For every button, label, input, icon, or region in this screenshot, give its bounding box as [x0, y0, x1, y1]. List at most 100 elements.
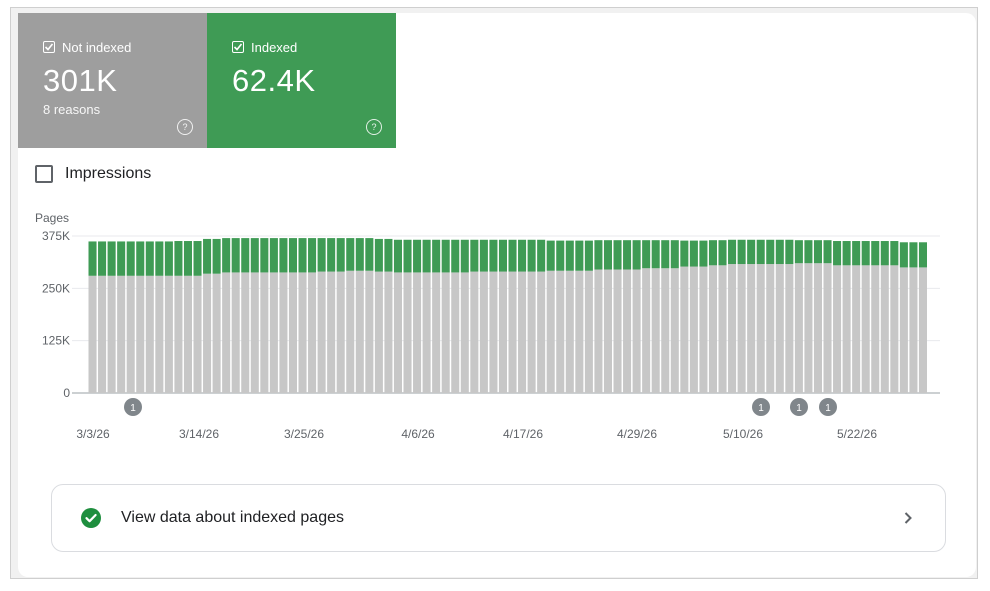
bar-not-indexed — [441, 272, 450, 393]
bar-not-indexed — [537, 271, 546, 393]
bar-not-indexed — [498, 271, 507, 393]
bar-indexed — [164, 241, 173, 276]
bar-indexed — [136, 241, 145, 276]
bar-not-indexed — [212, 273, 221, 393]
bar-not-indexed — [460, 272, 469, 393]
bar-indexed — [880, 241, 889, 266]
bar-indexed — [203, 238, 212, 274]
x-tick-label: 5/22/26 — [837, 427, 877, 441]
checkbox-unchecked-icon[interactable] — [35, 165, 53, 183]
y-tick-label: 0 — [63, 386, 70, 400]
bar-indexed — [842, 241, 851, 266]
bar-not-indexed — [775, 264, 784, 393]
bar-indexed — [785, 239, 794, 265]
bar-indexed — [728, 239, 737, 265]
bar-not-indexed — [651, 268, 660, 393]
bar-indexed — [766, 239, 775, 265]
bar-indexed — [603, 240, 612, 270]
bar-indexed — [537, 239, 546, 272]
bar-indexed — [241, 238, 250, 273]
bar-indexed — [518, 239, 527, 272]
annotation-marker — [819, 398, 837, 416]
bar-not-indexed — [393, 272, 402, 393]
indexed-tile[interactable]: Indexed 62.4K ? — [207, 13, 396, 148]
bar-not-indexed — [880, 265, 889, 393]
bar-not-indexed — [670, 268, 679, 393]
bar-indexed — [155, 241, 164, 276]
view-indexed-pages-label: View data about indexed pages — [121, 509, 344, 526]
bar-indexed — [756, 239, 765, 265]
bar-indexed — [775, 239, 784, 265]
bar-indexed — [174, 241, 183, 276]
bar-not-indexed — [365, 270, 374, 393]
help-circle-icon[interactable]: ? — [177, 119, 193, 135]
bar-not-indexed — [107, 275, 116, 393]
not-indexed-tile[interactable]: Not indexed 301K 8 reasons ? — [18, 13, 207, 148]
bar-indexed — [651, 240, 660, 269]
bar-indexed — [852, 241, 861, 266]
bar-not-indexed — [231, 272, 240, 393]
bar-not-indexed — [88, 275, 97, 393]
y-tick-label: 375K — [42, 229, 70, 243]
bar-not-indexed — [766, 264, 775, 393]
bar-not-indexed — [126, 275, 135, 393]
bar-not-indexed — [642, 268, 651, 393]
bar-not-indexed — [98, 275, 107, 393]
bar-not-indexed — [699, 266, 708, 393]
bar-indexed — [670, 240, 679, 269]
impressions-toggle[interactable]: Impressions — [35, 165, 151, 183]
not-indexed-reasons: 8 reasons — [43, 102, 101, 117]
bar-not-indexed — [136, 275, 145, 393]
bar-not-indexed — [241, 272, 250, 393]
x-tick-label: 3/14/26 — [179, 427, 219, 441]
view-indexed-pages-link[interactable]: View data about indexed pages — [51, 484, 946, 552]
bar-indexed — [527, 239, 536, 272]
annotation-marker — [752, 398, 770, 416]
bar-indexed — [403, 239, 412, 273]
bar-not-indexed — [603, 269, 612, 393]
bar-indexed — [708, 240, 717, 266]
bar-not-indexed — [594, 269, 603, 393]
bar-not-indexed — [756, 264, 765, 393]
bar-not-indexed — [250, 272, 259, 393]
bar-not-indexed — [728, 264, 737, 393]
bar-not-indexed — [518, 271, 527, 393]
annotation-marker — [790, 398, 808, 416]
bar-indexed — [594, 240, 603, 270]
bar-not-indexed — [909, 267, 918, 393]
bar-indexed — [833, 241, 842, 266]
annotation-label: 1 — [796, 403, 802, 414]
bar-indexed — [556, 240, 565, 271]
bar-not-indexed — [193, 275, 202, 393]
checkbox-checked-icon[interactable] — [43, 41, 55, 53]
bar-not-indexed — [737, 264, 746, 393]
x-tick-label: 3/3/26 — [76, 427, 110, 441]
bar-not-indexed — [890, 265, 899, 393]
bar-not-indexed — [575, 270, 584, 393]
bar-not-indexed — [489, 271, 498, 393]
bar-not-indexed — [689, 266, 698, 393]
bar-indexed — [413, 239, 422, 273]
bar-not-indexed — [556, 270, 565, 393]
bar-indexed — [584, 240, 593, 271]
bar-not-indexed — [613, 269, 622, 393]
bar-not-indexed — [164, 275, 173, 393]
help-circle-icon[interactable]: ? — [366, 119, 382, 135]
bar-indexed — [250, 238, 259, 273]
bar-indexed — [871, 241, 880, 266]
bar-not-indexed — [747, 264, 756, 393]
bar-not-indexed — [374, 271, 383, 393]
bar-not-indexed — [422, 272, 431, 393]
bar-not-indexed — [871, 265, 880, 393]
bar-indexed — [222, 238, 231, 273]
checkbox-checked-icon[interactable] — [232, 41, 244, 53]
bar-indexed — [365, 238, 374, 271]
bar-indexed — [861, 241, 870, 266]
bar-not-indexed — [470, 271, 479, 393]
indexed-label: Indexed — [251, 39, 298, 55]
bar-indexed — [460, 239, 469, 273]
bar-indexed — [489, 239, 498, 272]
bar-indexed — [747, 239, 756, 265]
bar-not-indexed — [918, 267, 927, 393]
bar-indexed — [623, 240, 632, 270]
